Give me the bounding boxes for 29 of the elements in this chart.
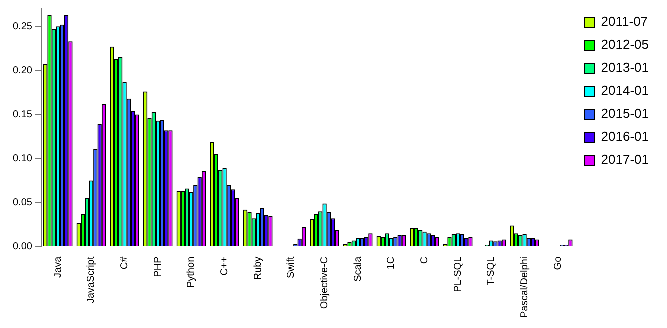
x-tick-label: Go xyxy=(552,256,564,270)
x-tick-label: C xyxy=(420,256,431,264)
legend-label: 2015-01 xyxy=(601,106,650,122)
legend-label: 2012-05 xyxy=(601,37,650,52)
x-tick-label: Pascal/Delphi xyxy=(520,256,531,318)
x-tick-label: JavaScript xyxy=(86,256,98,304)
x-tick-label: Ruby xyxy=(252,256,264,280)
legend-label: 2013-01 xyxy=(601,60,650,76)
x-tick-label: PHP xyxy=(152,256,164,278)
x-tick-label: C# xyxy=(120,256,131,270)
x-tick-label: Scala xyxy=(352,256,364,282)
y-tick-label: 0.00 xyxy=(12,242,33,253)
x-tick-label: C++ xyxy=(220,256,231,276)
x-tick-label: Python xyxy=(186,256,198,288)
legend-label: 2014-01 xyxy=(601,83,650,98)
x-tick-label: T-SQL xyxy=(486,256,498,286)
x-tick-label: PL-SQL xyxy=(452,256,464,292)
y-tick-label: 0.20 xyxy=(12,65,33,76)
y-tick-label: 0.15 xyxy=(12,109,33,120)
x-tick-label: 1C xyxy=(386,256,398,270)
legend-label: 2011-07 xyxy=(601,14,648,30)
legend-label: 2017-01 xyxy=(601,152,650,168)
x-tick-label: Java xyxy=(52,256,64,278)
y-tick-label: 0.10 xyxy=(12,154,33,165)
x-tick-label: Swift xyxy=(286,256,298,279)
x-tick-label: Objective-C xyxy=(320,256,331,310)
y-tick-label: 0.05 xyxy=(12,198,33,209)
y-tick-label: 0.25 xyxy=(12,21,33,32)
legend-label: 2016-01 xyxy=(601,129,650,144)
